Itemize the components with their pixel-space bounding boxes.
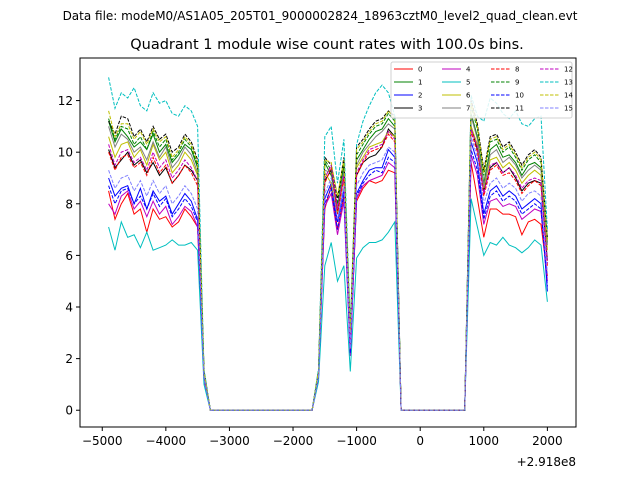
y-tick-label: 6 (65, 249, 73, 263)
series-line-10 (108, 149, 548, 411)
series-line-5 (108, 198, 548, 411)
y-tick-label: 12 (58, 94, 73, 108)
legend-label-13: 13 (564, 79, 573, 87)
x-axis: −5000 −4000 −3000 −2000 −1000 0 1000 2000 (82, 427, 563, 448)
y-tick-label: 0 (65, 404, 73, 418)
x-tick-label: −2000 (273, 434, 314, 448)
legend-label-11: 11 (515, 105, 524, 113)
legend-label-0: 0 (418, 66, 422, 74)
series-line-0 (108, 162, 548, 411)
legend-label-6: 6 (466, 92, 471, 100)
x-tick-label: −1000 (336, 434, 377, 448)
x-tick-label: 2000 (532, 434, 563, 448)
y-tick-label: 2 (65, 352, 73, 366)
x-tick-label: −5000 (82, 434, 123, 448)
legend-label-8: 8 (515, 66, 519, 74)
legend-label-3: 3 (418, 105, 422, 113)
series-line-7 (108, 115, 548, 411)
y-axis: 0 2 4 6 8 10 12 (58, 94, 80, 418)
y-tick-label: 10 (58, 146, 73, 160)
series-line-13 (108, 77, 548, 411)
legend-label-10: 10 (515, 92, 524, 100)
x-tick-label: −3000 (209, 434, 250, 448)
suptitle: Data file: modeM0/AS1A05_205T01_90000028… (63, 9, 578, 23)
y-tick-label: 8 (65, 197, 73, 211)
y-tick-label: 4 (65, 301, 73, 315)
series-line-15 (108, 136, 548, 411)
legend-label-15: 15 (564, 105, 573, 113)
legend-box (390, 61, 573, 119)
series-line-14 (108, 103, 548, 411)
plot-area (108, 77, 548, 411)
legend-label-4: 4 (466, 66, 471, 74)
series-line-12 (108, 128, 548, 411)
axes-frame (79, 57, 577, 428)
x-tick-label: 1000 (469, 434, 500, 448)
legend-label-14: 14 (564, 92, 573, 100)
legend-label-12: 12 (564, 66, 573, 74)
legend-label-2: 2 (418, 92, 422, 100)
legend-label-1: 1 (418, 79, 422, 87)
chart-title: Quadrant 1 module wise count rates with … (130, 37, 524, 53)
x-offset-label: +2.918e8 (517, 455, 576, 469)
series-line-9 (108, 105, 548, 411)
series-line-4 (108, 154, 548, 411)
x-tick-label: 0 (416, 434, 424, 448)
x-tick-label: −4000 (146, 434, 187, 448)
legend-label-7: 7 (466, 105, 470, 113)
legend-label-5: 5 (466, 79, 470, 87)
series-line-8 (108, 131, 548, 411)
legend-label-9: 9 (515, 79, 519, 87)
